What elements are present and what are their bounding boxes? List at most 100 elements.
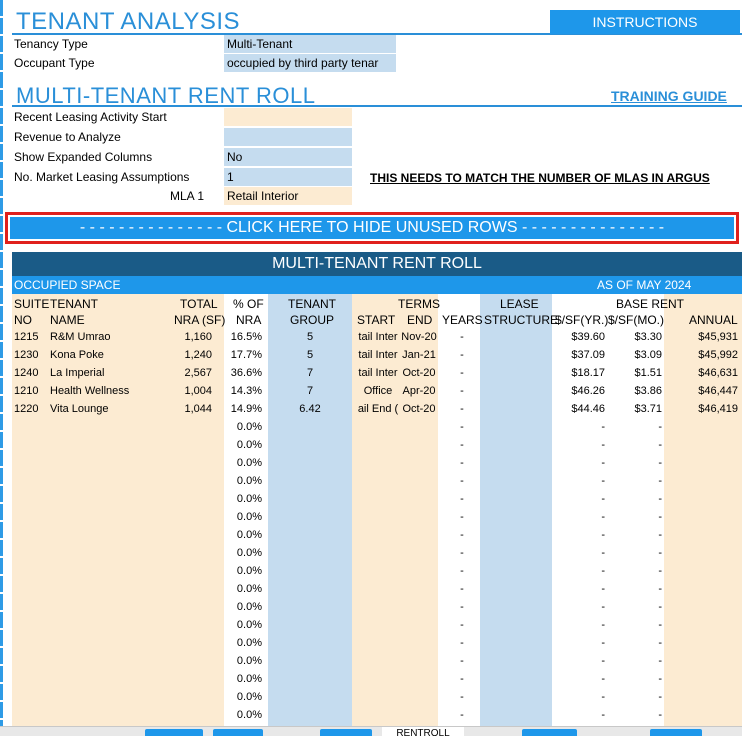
mla1-input[interactable]: Retail Interior: [224, 187, 352, 205]
cell-suite[interactable]: 1210: [14, 385, 39, 397]
cell-years[interactable]: -: [460, 601, 464, 613]
cell-pct[interactable]: 0.0%: [236, 601, 262, 613]
tenancy-type-value[interactable]: Multi-Tenant: [224, 35, 396, 53]
cell-sf-yr[interactable]: -: [601, 421, 605, 433]
cell-sf-yr[interactable]: $44.46: [571, 403, 605, 415]
cell-sf-mo[interactable]: -: [658, 457, 662, 469]
cell-sf-mo[interactable]: -: [658, 439, 662, 451]
cell-sf-yr[interactable]: -: [601, 565, 605, 577]
cell-nra[interactable]: 1,044: [184, 403, 212, 415]
cell-pct[interactable]: 17.7%: [230, 349, 262, 361]
sheet-tab[interactable]: [522, 729, 577, 736]
cell-years[interactable]: -: [460, 547, 464, 559]
sheet-tab[interactable]: [650, 729, 702, 736]
cell-suite[interactable]: 1240: [14, 367, 39, 379]
cell-start[interactable]: tail Inter: [358, 331, 398, 343]
cell-years[interactable]: -: [460, 619, 464, 631]
cell-start[interactable]: tail Inter: [358, 367, 398, 379]
cell-name[interactable]: Kona Poke: [50, 349, 104, 361]
cell-end[interactable]: Oct-20: [402, 403, 436, 415]
cell-suite[interactable]: 1220: [14, 403, 39, 415]
cell-pct[interactable]: 16.5%: [230, 331, 262, 343]
cell-years[interactable]: -: [460, 421, 464, 433]
sheet-tab[interactable]: [320, 729, 372, 736]
cell-sf-yr[interactable]: -: [601, 637, 605, 649]
cell-name[interactable]: Health Wellness: [50, 385, 130, 397]
cell-sf-yr[interactable]: -: [601, 457, 605, 469]
cell-group[interactable]: 7: [306, 367, 314, 379]
cell-pct[interactable]: 36.6%: [230, 367, 262, 379]
cell-suite[interactable]: 1230: [14, 349, 39, 361]
cell-sf-mo[interactable]: -: [658, 475, 662, 487]
cell-sf-yr[interactable]: -: [601, 475, 605, 487]
cell-sf-yr[interactable]: $46.26: [571, 385, 605, 397]
cell-years[interactable]: -: [460, 637, 464, 649]
cell-pct[interactable]: 0.0%: [236, 709, 262, 721]
cell-sf-yr[interactable]: -: [601, 493, 605, 505]
cell-sf-yr[interactable]: -: [601, 529, 605, 541]
cell-sf-yr[interactable]: -: [601, 439, 605, 451]
cell-group[interactable]: 6.42: [299, 403, 321, 415]
cell-sf-yr[interactable]: $18.17: [571, 367, 605, 379]
cell-pct[interactable]: 0.0%: [236, 457, 262, 469]
cell-sf-yr[interactable]: -: [601, 655, 605, 667]
cell-years[interactable]: -: [460, 331, 464, 343]
cell-years[interactable]: -: [460, 529, 464, 541]
cell-sf-mo[interactable]: -: [658, 601, 662, 613]
cell-years[interactable]: -: [460, 691, 464, 703]
cell-start[interactable]: Office: [363, 385, 393, 397]
cell-sf-mo[interactable]: $3.30: [634, 331, 662, 343]
cell-pct[interactable]: 0.0%: [236, 655, 262, 667]
cell-sf-yr[interactable]: $37.09: [571, 349, 605, 361]
cell-sf-yr[interactable]: -: [601, 511, 605, 523]
hide-unused-rows-button[interactable]: - - - - - - - - - - - - - - - CLICK HERE…: [10, 217, 734, 239]
instructions-button[interactable]: INSTRUCTIONS: [550, 10, 740, 34]
cell-sf-mo[interactable]: $3.71: [634, 403, 662, 415]
cell-years[interactable]: -: [460, 385, 464, 397]
cell-sf-mo[interactable]: -: [658, 565, 662, 577]
cell-end[interactable]: Apr-20: [402, 385, 436, 397]
training-guide-link[interactable]: TRAINING GUIDE: [611, 88, 727, 104]
cell-sf-yr[interactable]: -: [601, 601, 605, 613]
sheet-tab-rentroll[interactable]: RENTROLL: [382, 727, 464, 736]
cell-pct[interactable]: 0.0%: [236, 691, 262, 703]
sheet-tab[interactable]: [213, 729, 263, 736]
cell-pct[interactable]: 0.0%: [236, 439, 262, 451]
cell-sf-yr[interactable]: -: [601, 673, 605, 685]
cell-nra[interactable]: 1,160: [184, 331, 212, 343]
cell-years[interactable]: -: [460, 583, 464, 595]
cell-sf-mo[interactable]: -: [658, 709, 662, 721]
cell-sf-yr[interactable]: -: [601, 709, 605, 721]
cell-end[interactable]: Oct-20: [402, 367, 436, 379]
cell-annual[interactable]: $45,931: [698, 331, 738, 343]
cell-start[interactable]: ail End (: [357, 403, 399, 415]
cell-name[interactable]: La Imperial: [50, 367, 105, 379]
cell-sf-mo[interactable]: -: [658, 619, 662, 631]
cell-annual[interactable]: $46,419: [698, 403, 738, 415]
cell-end[interactable]: Nov-20: [401, 331, 437, 343]
expanded-columns-input[interactable]: No: [224, 148, 352, 166]
cell-pct[interactable]: 0.0%: [236, 583, 262, 595]
cell-pct[interactable]: 14.3%: [230, 385, 262, 397]
cell-sf-mo[interactable]: -: [658, 421, 662, 433]
cell-years[interactable]: -: [460, 673, 464, 685]
cell-start[interactable]: tail Inter: [358, 349, 398, 361]
cell-annual[interactable]: $46,447: [698, 385, 738, 397]
cell-pct[interactable]: 0.0%: [236, 421, 262, 433]
cell-years[interactable]: -: [460, 439, 464, 451]
cell-sf-yr[interactable]: -: [601, 547, 605, 559]
cell-pct[interactable]: 0.0%: [236, 565, 262, 577]
cell-annual[interactable]: $46,631: [698, 367, 738, 379]
cell-sf-yr[interactable]: -: [601, 691, 605, 703]
cell-sf-mo[interactable]: -: [658, 511, 662, 523]
cell-annual[interactable]: $45,992: [698, 349, 738, 361]
cell-pct[interactable]: 0.0%: [236, 673, 262, 685]
cell-years[interactable]: -: [460, 349, 464, 361]
cell-pct[interactable]: 0.0%: [236, 475, 262, 487]
cell-name[interactable]: Vita Lounge: [50, 403, 109, 415]
cell-suite[interactable]: 1215: [14, 331, 39, 343]
cell-sf-mo[interactable]: -: [658, 691, 662, 703]
cell-years[interactable]: -: [460, 403, 464, 415]
cell-group[interactable]: 5: [306, 349, 314, 361]
cell-pct[interactable]: 0.0%: [236, 493, 262, 505]
